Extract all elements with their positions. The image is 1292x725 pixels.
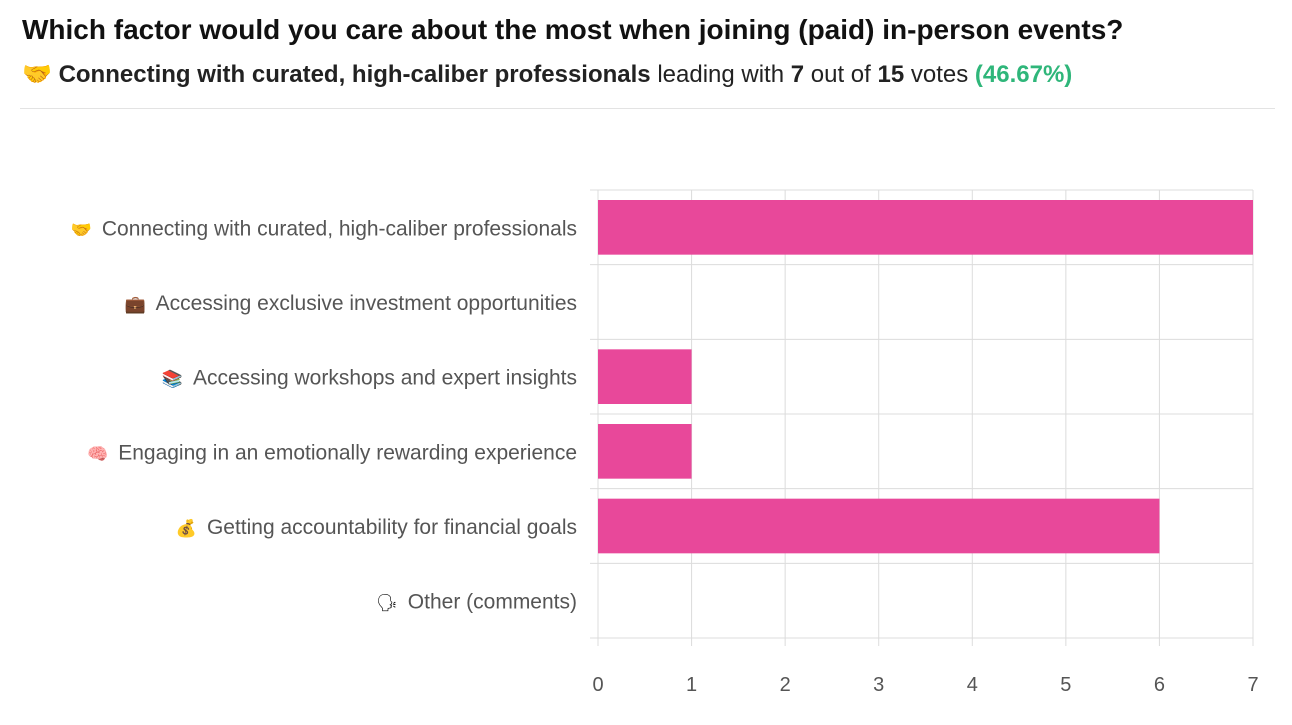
header-divider <box>20 108 1275 109</box>
x-tick-label: 4 <box>967 674 978 696</box>
x-tick-label: 1 <box>686 674 697 696</box>
x-tick-label: 7 <box>1247 674 1258 696</box>
lead-percent: (46.67%) <box>974 61 1073 88</box>
poll-title: Which factor would you care about the mo… <box>22 14 1124 45</box>
x-tick-label: 2 <box>780 674 791 696</box>
leading-option: Connecting with curated, high-caliber pr… <box>58 61 651 88</box>
category-label: Engaging in an emotionally rewarding exp… <box>118 441 577 464</box>
category-label: Connecting with curated, high-caliber pr… <box>102 217 577 240</box>
handshake-icon: 🤝 <box>22 60 52 88</box>
votes-word: votes <box>910 61 969 88</box>
total-votes: 15 <box>877 61 905 88</box>
bar <box>598 424 692 479</box>
briefcase-icon: 💼 <box>124 295 145 315</box>
x-tick-label: 5 <box>1060 674 1071 696</box>
speaking-head-icon: 🗣 <box>376 594 398 614</box>
x-tick-label: 3 <box>873 674 884 696</box>
brain-icon: 🧠 <box>87 444 108 464</box>
out-of-text: out of <box>810 61 871 88</box>
category-label: Getting accountability for financial goa… <box>207 516 577 539</box>
lead-votes: 7 <box>790 61 805 88</box>
money-bag-icon: 💰 <box>176 518 197 539</box>
handshake-icon: 🤝 <box>71 220 92 240</box>
category-label: Accessing exclusive investment opportuni… <box>156 292 577 315</box>
bar <box>598 498 1160 554</box>
category-label: Other (comments) <box>408 591 577 614</box>
bar <box>598 200 1253 255</box>
bar <box>598 349 692 404</box>
poll-summary: 🤝 Connecting with curated, high-caliber … <box>22 60 1072 89</box>
books-icon: 📚 <box>162 370 183 390</box>
category-label: Accessing workshops and expert insights <box>193 367 577 390</box>
x-tick-label: 0 <box>592 674 603 696</box>
leading-with-text: leading with <box>657 61 785 88</box>
x-tick-label: 6 <box>1154 674 1165 696</box>
